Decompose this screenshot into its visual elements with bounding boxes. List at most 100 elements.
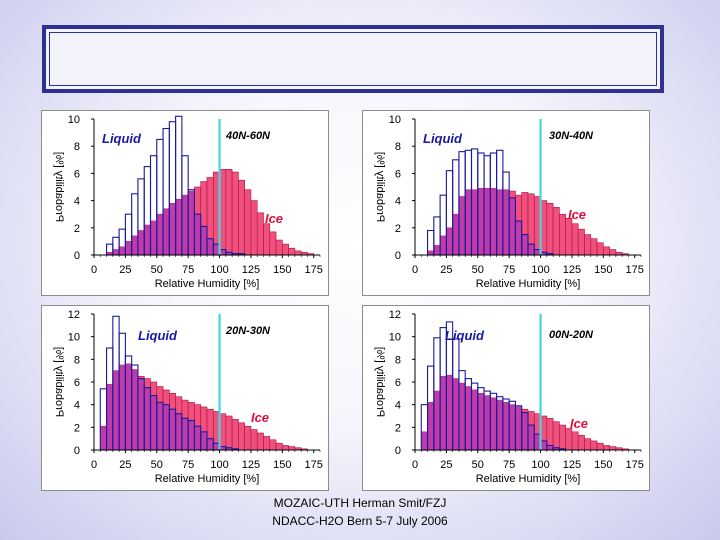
y-tick-label-20n-30n: 2 (74, 422, 80, 434)
x-tick-label-30n-40n: 175 (626, 264, 644, 276)
ice-bar-00n-20n (552, 421, 560, 451)
overlap-bar-30n-40n (515, 221, 522, 255)
overlap-bar-40n-60n (163, 208, 170, 255)
ice-bar-30n-40n (577, 228, 585, 256)
ice-bar-40n-60n (250, 200, 258, 256)
x-tick-label-20n-30n: 175 (305, 459, 323, 471)
ice-bar-20n-30n (275, 442, 283, 451)
ice-bar-20n-30n (250, 429, 258, 451)
y-tick-label-00n-20n: 0 (395, 445, 401, 457)
y-axis-label-20n-30n: Probability [%] (53, 347, 65, 417)
ice-bar-20n-30n (244, 425, 252, 451)
overlap-bar-20n-30n (175, 413, 182, 450)
overlap-bar-40n-60n (232, 253, 239, 255)
x-tick-label-00n-20n: 100 (531, 459, 549, 471)
ice-bar-40n-60n (288, 247, 296, 256)
y-tick-label-40n-60n: 6 (74, 168, 80, 180)
overlap-bar-20n-30n (163, 404, 170, 450)
ice-bar-20n-30n (282, 445, 289, 451)
x-tick-label-40n-60n: 25 (119, 264, 131, 276)
overlap-bar-00n-20n (458, 383, 466, 450)
overlap-bar-00n-20n (477, 393, 485, 450)
y-tick-label-00n-20n: 8 (395, 354, 401, 366)
overlap-bar-30n-40n (465, 189, 472, 255)
ice-bar-30n-40n (603, 246, 610, 256)
ice-bar-00n-20n (596, 442, 604, 451)
overlap-bar-20n-30n (106, 384, 113, 450)
overlap-bar-20n-30n (144, 387, 151, 450)
ice-bar-40n-60n (238, 179, 245, 256)
overlap-bar-20n-30n (225, 447, 233, 450)
overlap-bar-40n-60n (131, 235, 138, 255)
x-axis-label-00n-20n: Relative Humidity [%] (476, 473, 581, 485)
overlap-bar-30n-40n (546, 253, 554, 255)
ice-bar-30n-40n (609, 249, 617, 256)
overlap-bar-40n-60n (156, 214, 164, 255)
overlap-bar-30n-40n (534, 249, 541, 255)
y-tick-label-40n-60n: 10 (68, 114, 80, 126)
y-tick-label-20n-30n: 10 (68, 332, 80, 344)
overlap-bar-00n-20n (440, 376, 447, 450)
ice-label-20n-30n: Ice (251, 410, 269, 425)
overlap-bar-30n-40n (433, 245, 441, 255)
overlap-bar-00n-20n (471, 389, 478, 450)
overlap-bar-40n-60n (144, 225, 151, 255)
x-tick-label-00n-20n: 175 (626, 459, 644, 471)
chart-panel-30n-40n: 0 2 4 6 8 10 0 25 50 75 100 125 150 175 Relative Humid… (362, 110, 650, 296)
footer-line-1: MOZAIC-UTH Herman Smit/FZJ (273, 496, 447, 510)
y-tick-label-40n-60n: 4 (74, 196, 80, 208)
overlap-bar-20n-30n (213, 443, 220, 450)
overlap-bar-00n-20n (528, 425, 535, 450)
overlap-bar-20n-30n (200, 431, 207, 450)
chart-panel-20n-30n: 0 2 4 6 8 10 12 0 25 50 75 100 125 150 175 Relative Hum… (41, 305, 329, 491)
overlap-bar-40n-60n (181, 195, 189, 255)
overlap-bar-20n-30n (219, 446, 226, 450)
overlap-bar-20n-30n (100, 426, 107, 450)
overlap-bar-20n-30n (137, 378, 145, 450)
overlap-bar-20n-30n (112, 370, 120, 450)
overlap-bar-00n-20n (484, 395, 491, 450)
overlap-bar-00n-20n (465, 386, 472, 450)
overlap-bar-30n-40n (484, 188, 491, 255)
overlap-bar-30n-40n (452, 214, 459, 255)
overlap-bar-00n-20n (421, 431, 428, 450)
x-tick-label-00n-20n: 150 (594, 459, 612, 471)
ice-bar-30n-40n (590, 238, 598, 256)
overlap-bar-40n-60n (194, 214, 201, 255)
overlap-bar-30n-40n (502, 189, 510, 255)
y-axis-label-40n-60n: Probability [%] (53, 152, 65, 222)
y-tick-label-30n-40n: 4 (395, 196, 401, 208)
x-tick-label-40n-60n: 150 (273, 264, 291, 276)
overlap-bar-40n-60n (106, 252, 113, 255)
x-axis-label-30n-40n: Relative Humidity [%] (476, 278, 581, 290)
overlap-bar-40n-60n (207, 238, 214, 255)
y-axis-label-00n-20n: Probability [%] (374, 347, 386, 417)
overlap-bar-20n-30n (207, 438, 214, 450)
x-tick-label-00n-20n: 0 (412, 459, 418, 471)
y-tick-label-00n-20n: 12 (389, 309, 401, 321)
overlap-bar-20n-30n (156, 402, 164, 450)
overlap-bar-00n-20n (502, 402, 510, 450)
ice-bar-00n-20n (559, 424, 566, 451)
y-tick-label-30n-40n: 10 (389, 114, 401, 126)
x-tick-label-00n-20n: 75 (503, 459, 515, 471)
overlap-bar-00n-20n (509, 404, 516, 450)
ice-bar-30n-40n (596, 242, 604, 256)
x-tick-label-30n-40n: 75 (503, 264, 515, 276)
overlap-bar-20n-30n (150, 395, 157, 450)
overlap-bar-00n-20n (452, 378, 459, 450)
x-tick-label-40n-60n: 0 (91, 264, 97, 276)
overlap-bar-00n-20n (553, 447, 560, 450)
chart-panel-00n-20n: 0 2 4 6 8 10 12 0 25 50 75 100 125 150 175 Relative Hum… (362, 305, 650, 491)
x-tick-label-20n-30n: 150 (273, 459, 291, 471)
overlap-bar-20n-30n (169, 409, 176, 450)
x-tick-label-30n-40n: 50 (472, 264, 484, 276)
ice-bar-00n-20n (609, 446, 617, 451)
overlap-bar-00n-20n (446, 375, 453, 450)
y-tick-label-20n-30n: 0 (74, 445, 80, 457)
overlap-bar-30n-40n (540, 252, 547, 255)
y-tick-label-30n-40n: 6 (395, 168, 401, 180)
overlap-bar-00n-20n (490, 397, 497, 450)
overlap-bar-40n-60n (238, 253, 245, 255)
region-title-30n-40n: 30N-40N (549, 130, 594, 142)
